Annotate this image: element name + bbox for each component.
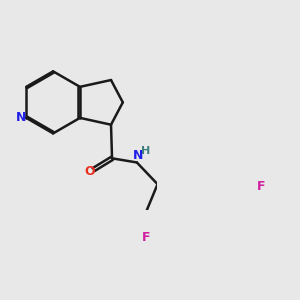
Text: O: O [84, 165, 94, 178]
Text: F: F [257, 180, 265, 193]
Text: H: H [141, 146, 150, 156]
Text: N: N [16, 111, 26, 124]
Text: N: N [133, 149, 143, 162]
Text: F: F [141, 232, 150, 244]
